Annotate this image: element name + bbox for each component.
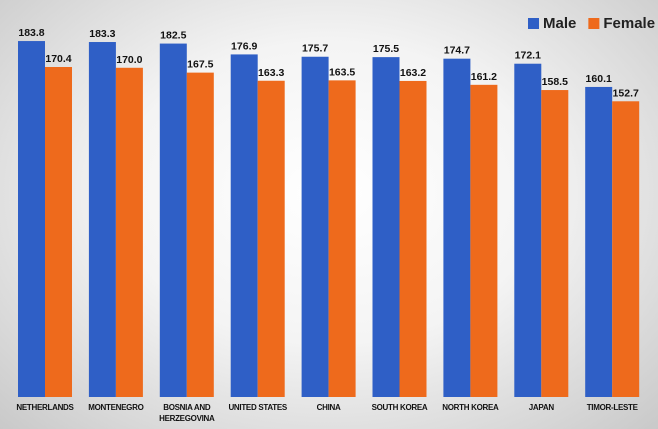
bar xyxy=(18,41,45,398)
bar xyxy=(612,101,640,397)
bar xyxy=(399,80,427,397)
legend-label: Female xyxy=(603,15,655,32)
legend-label: Male xyxy=(543,15,576,32)
x-tick-label: NETHERLANDS xyxy=(16,403,74,412)
x-tick-label: TIMOR-LESTE xyxy=(586,403,638,412)
value-label: 176.9 xyxy=(231,40,257,52)
value-label: 163.3 xyxy=(258,67,284,79)
x-tick-label: MONTENEGRO xyxy=(88,403,144,412)
value-label: 183.8 xyxy=(18,27,44,39)
bar xyxy=(328,80,356,398)
x-tick-label: BOSNIA AND HERZEGOVINA xyxy=(159,403,215,423)
value-label: 163.5 xyxy=(329,66,355,78)
legend-swatch xyxy=(588,18,600,29)
bar xyxy=(585,86,613,397)
bar xyxy=(159,43,187,397)
value-label: 161.2 xyxy=(471,71,497,83)
value-label: 175.7 xyxy=(302,43,328,55)
x-tick-label: NORTH KOREA xyxy=(442,403,499,412)
bar xyxy=(541,90,569,398)
x-tick-label: UNITED STATES xyxy=(228,403,287,412)
value-label: 174.7 xyxy=(444,45,470,57)
bar xyxy=(372,57,400,397)
bar xyxy=(514,63,542,398)
bar xyxy=(301,56,329,398)
value-label: 170.4 xyxy=(45,53,71,65)
value-label: 172.1 xyxy=(515,50,541,62)
bar xyxy=(88,42,116,398)
value-label: 175.5 xyxy=(373,43,399,55)
legend-swatch xyxy=(528,18,539,29)
value-label: 182.5 xyxy=(160,30,186,42)
value-label: 158.5 xyxy=(542,76,568,88)
bar xyxy=(257,80,285,397)
value-label: 152.7 xyxy=(613,87,639,99)
x-tick-label: JAPAN xyxy=(528,403,554,412)
x-tick-label: SOUTH KOREA xyxy=(371,403,428,412)
bar xyxy=(470,84,498,397)
value-label: 163.2 xyxy=(400,67,426,79)
value-label: 183.3 xyxy=(89,28,115,40)
value-label: 170.0 xyxy=(116,54,142,66)
bar xyxy=(443,58,471,398)
x-tick-label: CHINA xyxy=(316,403,341,412)
value-label: 167.5 xyxy=(187,59,213,71)
value-label: 160.1 xyxy=(586,73,612,85)
bar xyxy=(186,72,214,397)
bar xyxy=(115,67,143,397)
bar xyxy=(45,67,72,397)
bar xyxy=(230,54,258,397)
